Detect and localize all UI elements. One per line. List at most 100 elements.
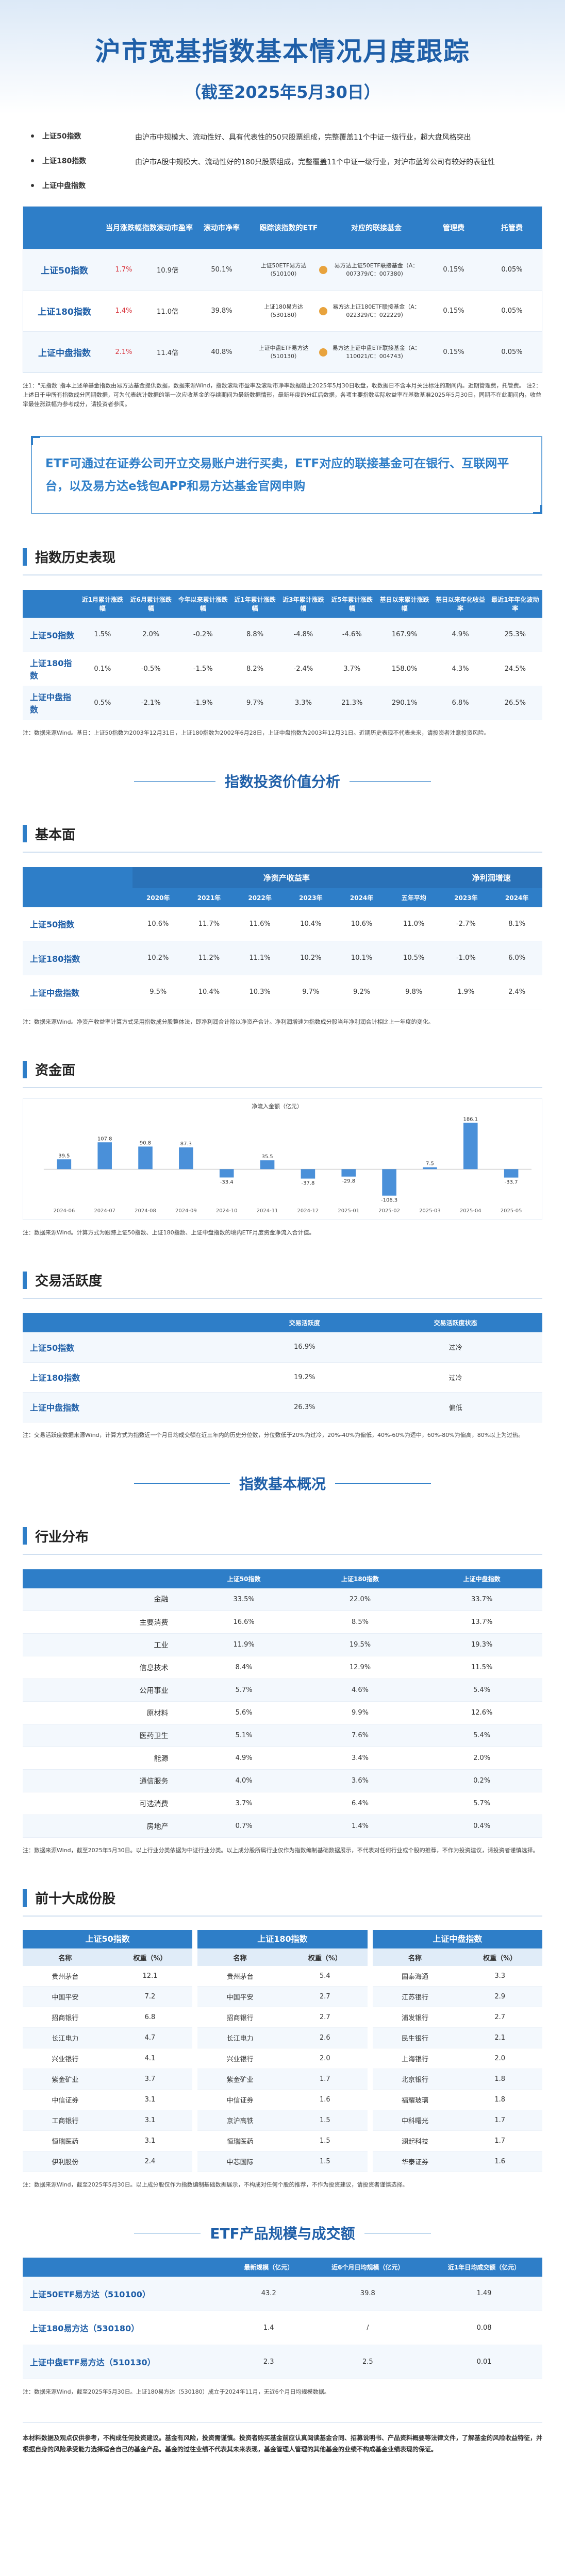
row-label: 上证180易方达（530180） [23, 2311, 228, 2345]
section-title: 资金面 [23, 1060, 542, 1079]
table-group-header: 净资产收益率 净利润增速 [23, 867, 542, 888]
stock-name: 民生银行 [401, 2035, 428, 2043]
table-cell: 10.6% [132, 907, 184, 941]
bar-value-label: 7.5 [426, 1161, 434, 1167]
qrcode-icon[interactable] [319, 265, 327, 274]
table-header-cell [23, 1569, 189, 1588]
etf-cell[interactable]: 上证50ETF易方达（510100） [250, 262, 327, 278]
table-header-cell: 近1年日均成交额（亿元） [426, 2258, 542, 2277]
overview-header-cell: 对应的联接基金 [351, 224, 402, 232]
link-fund: 易方达上证180ETF联接基金（A：022329/C：022229） [333, 303, 420, 318]
stock-name: 伊利股份 [52, 2159, 79, 2166]
stock-name: 中信证券 [226, 2097, 254, 2105]
stock-weight: 2.7 [494, 2013, 505, 2021]
index-name: 上证180指数 [38, 307, 91, 317]
table-cell: 1.5% [78, 618, 127, 652]
x-tick-label: 2024-10 [216, 1208, 238, 1214]
x-tick-label: 2024-12 [297, 1208, 319, 1214]
stock-name: 长江电力 [226, 2035, 254, 2043]
table-header-cell: 基日以来年化收益率 [433, 590, 488, 618]
stock-weight: 1.8 [494, 2075, 505, 2083]
stock-name: 恒瑞医药 [52, 2138, 79, 2146]
bar [301, 1169, 315, 1179]
history-table: 近1月累计涨跌幅 近6月累计涨跌幅 今年以来累计涨跌幅 近1年累计涨跌幅 近3年累计涨跌… [23, 590, 542, 720]
intro-desc: 由沪市中规模大、流动性好、具有代表性的50只股票组成，完整覆盖11个中证一级行业… [135, 133, 471, 142]
table-cell: 2.4% [491, 975, 542, 1009]
top10-row: 恒瑞医药 1.5 [197, 2131, 368, 2151]
stock-name: 上海银行 [401, 2056, 428, 2063]
table-header-cell: 近6个月日均规模（亿元） [309, 2258, 426, 2277]
stock-weight: 1.7 [319, 2075, 330, 2083]
overview-header-cell: 托管费 [501, 224, 523, 232]
stock-weight: 2.7 [319, 1993, 330, 2001]
stock-weight: 1.5 [319, 2158, 330, 2165]
intro-name: 上证中盘指数 [42, 182, 86, 190]
table-cell: 10.4% [184, 975, 235, 1009]
table-cell: 11.5% [421, 1656, 542, 1679]
table-group-cell: 净资产收益率 [132, 867, 441, 888]
top10-subheader-cell: 权重（%） [483, 1954, 517, 1962]
table-header-cell: 2020年 [132, 888, 184, 907]
section-title-text: 前十大成份股 [35, 1891, 116, 1907]
table-cell: 0.4% [421, 1815, 542, 1838]
top10-row: 澜起科技 1.7 [372, 2131, 542, 2151]
table-cell: 1.49 [426, 2277, 542, 2311]
stock-weight: 2.1 [494, 2034, 505, 2042]
table-cell: 19.3% [421, 1633, 542, 1656]
table-cell: 11.0% [387, 907, 441, 941]
table-cell: 19.2% [240, 1362, 369, 1393]
table-cell: 0.5% [78, 686, 127, 720]
overview-header-cell: 当月涨跌幅 [106, 224, 142, 232]
table-cell: 8.4% [189, 1656, 299, 1679]
section-bar [23, 1271, 27, 1289]
pb-value: 39.8% [211, 307, 232, 315]
stock-weight: 2.6 [319, 2034, 330, 2042]
row-label: 上证中盘指数 [23, 686, 79, 720]
table-cell: 9.5% [132, 975, 184, 1009]
row-label: 上证50ETF易方达（510100） [23, 2277, 228, 2311]
etf-cell[interactable]: 上证中盘ETF易方达（510130） [250, 344, 327, 361]
section-bar [23, 825, 27, 842]
table-header-cell: 近3年累计涨跌幅 [279, 590, 328, 618]
table-cell: 10.6% [336, 907, 387, 941]
section-title-text: 资金面 [35, 1063, 76, 1078]
x-tick-label: 2024-06 [54, 1208, 75, 1214]
stock-name: 紫金矿业 [52, 2076, 79, 2084]
index-name: 上证50指数 [41, 266, 88, 276]
table-cell: 11.9% [189, 1633, 299, 1656]
row-label: 通信服务 [23, 1769, 189, 1792]
stock-weight: 1.5 [319, 2137, 330, 2145]
row-label: 房地产 [23, 1815, 189, 1838]
fund-flow-chart: 净流入金额（亿元） 39.5 2024-06 107.8 2024-07 90.8 2024… [23, 1098, 542, 1220]
mgmt-fee: 0.15% [443, 348, 464, 356]
table-cell: 26.3% [240, 1392, 369, 1422]
qrcode-icon[interactable] [319, 348, 327, 357]
table-cell: 9.7% [285, 975, 337, 1009]
table-row: 信息技术 8.4% 12.9% 11.5% [23, 1656, 542, 1679]
divider [23, 574, 542, 575]
monthly-change: 1.7% [115, 266, 132, 274]
table-cell: 24.5% [488, 652, 542, 686]
top10-subheader-cell: 权重（%） [308, 1954, 342, 1962]
header: 沪市宽基指数基本情况月度跟踪 （截至2025年5月30日） [0, 0, 565, 114]
table-header-cell: 上证中盘指数 [421, 1569, 542, 1588]
section-title: 交易活跃度 [23, 1270, 542, 1290]
section-title-text: 行业分布 [35, 1529, 89, 1545]
stock-weight: 2.0 [494, 2055, 505, 2062]
etf-cell[interactable]: 上证180易方达（530180） [250, 303, 327, 319]
x-tick-label: 2025-02 [378, 1208, 400, 1214]
table-cell: -1.0% [440, 941, 492, 975]
table-header-cell: 近5年累计涨跌幅 [327, 590, 376, 618]
qrcode-icon[interactable] [319, 307, 327, 315]
table-row: 医药卫生 5.1% 7.6% 5.4% [23, 1724, 542, 1747]
table-cell: 0.2% [421, 1769, 542, 1792]
table-row: 上证180易方达（530180） 1.4/0.08 [23, 2311, 542, 2345]
table-header: 2020年 2021年 2022年 2023年 2024年 五年平均 2023年 2024年 [23, 888, 542, 907]
table-cell: -4.8% [279, 618, 328, 652]
section-title-text: 基本面 [35, 827, 76, 843]
top10-row: 民生银行 2.1 [372, 2028, 542, 2048]
x-tick-label: 2024-07 [94, 1208, 115, 1214]
y-axis-label: 净流入金额（亿元） [252, 1103, 303, 1110]
stock-weight: 3.3 [494, 1972, 505, 1980]
table-cell: 偏低 [369, 1392, 542, 1422]
